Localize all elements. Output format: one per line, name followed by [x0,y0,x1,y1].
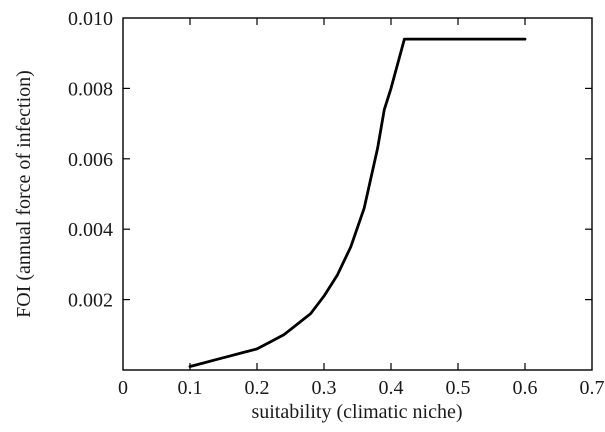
x-axis-ticks: 0 0.1 0.2 0.3 0.4 0.5 0.6 0.7 [118,18,605,399]
x-tick-label: 0.3 [312,377,337,399]
x-tick-label: 0.2 [245,377,270,399]
series-line [188,37,527,368]
y-tick-label: 0.006 [68,149,113,171]
y-tick-label: 0.008 [68,78,113,100]
x-tick-label: 0.4 [379,377,404,399]
x-tick-label: 0.6 [513,377,538,399]
y-tick-label: 0.002 [68,290,113,312]
series-group [188,37,527,368]
y-axis-ticks: 0.002 0.004 0.006 0.008 0.010 [68,8,592,312]
plot-frame [122,17,593,371]
x-tick-label: 0.1 [178,377,203,399]
y-tick-label: 0.004 [68,219,113,241]
x-tick-label: 0 [118,377,128,399]
y-axis-label: FOI (annual force of infection) [13,70,35,318]
x-tick-label: 0.5 [446,377,471,399]
x-tick-label: 0.7 [580,377,605,399]
x-axis-label: suitability (climatic niche) [251,401,462,423]
y-tick-label: 0.010 [68,8,113,30]
